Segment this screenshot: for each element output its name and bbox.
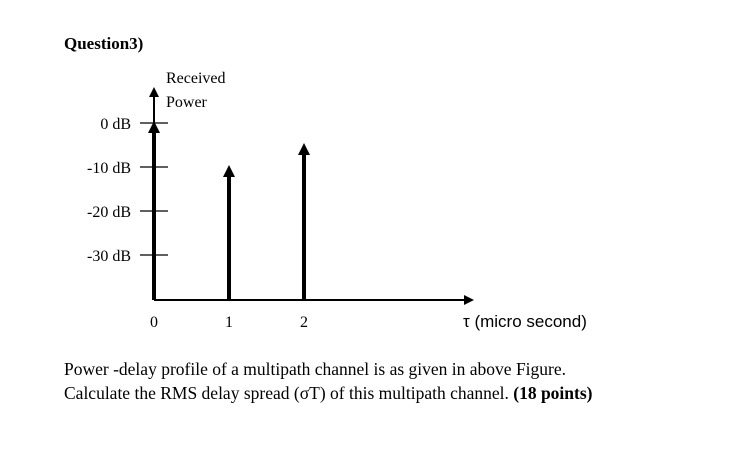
caption-line-2: Calculate the RMS delay spread (σT) of t… (64, 381, 744, 405)
y-axis-label-line2: Power (166, 94, 208, 111)
y-tick-label: -10 dB (87, 160, 131, 177)
impulse-arrowhead (298, 143, 310, 155)
impulse-arrowhead (148, 121, 160, 133)
points-label: (18 points) (513, 383, 593, 403)
caption-line-2-text: Calculate the RMS delay spread (σT) of t… (64, 383, 509, 403)
caption-line-1: Power -delay profile of a multipath chan… (64, 359, 567, 379)
x-axis-label: τ (micro second) (463, 312, 587, 331)
y-tick-label: 0 dB (100, 116, 131, 133)
x-tick-label: 2 (300, 314, 308, 331)
impulse-arrowhead (223, 165, 235, 177)
y-tick-label: -30 dB (87, 248, 131, 265)
y-axis-label-line1: Received (166, 70, 226, 87)
x-tick-label: 1 (225, 314, 233, 331)
x-tick-label: 0 (150, 314, 158, 331)
question-label: Question3) (64, 34, 144, 53)
y-tick-label: -20 dB (87, 204, 131, 221)
power-delay-profile-chart: 0 dB -10 dB -20 dB -30 dB 0 1 2 Received Power… (87, 70, 587, 331)
caption: Power -delay profile of a multipath chan… (64, 357, 744, 405)
